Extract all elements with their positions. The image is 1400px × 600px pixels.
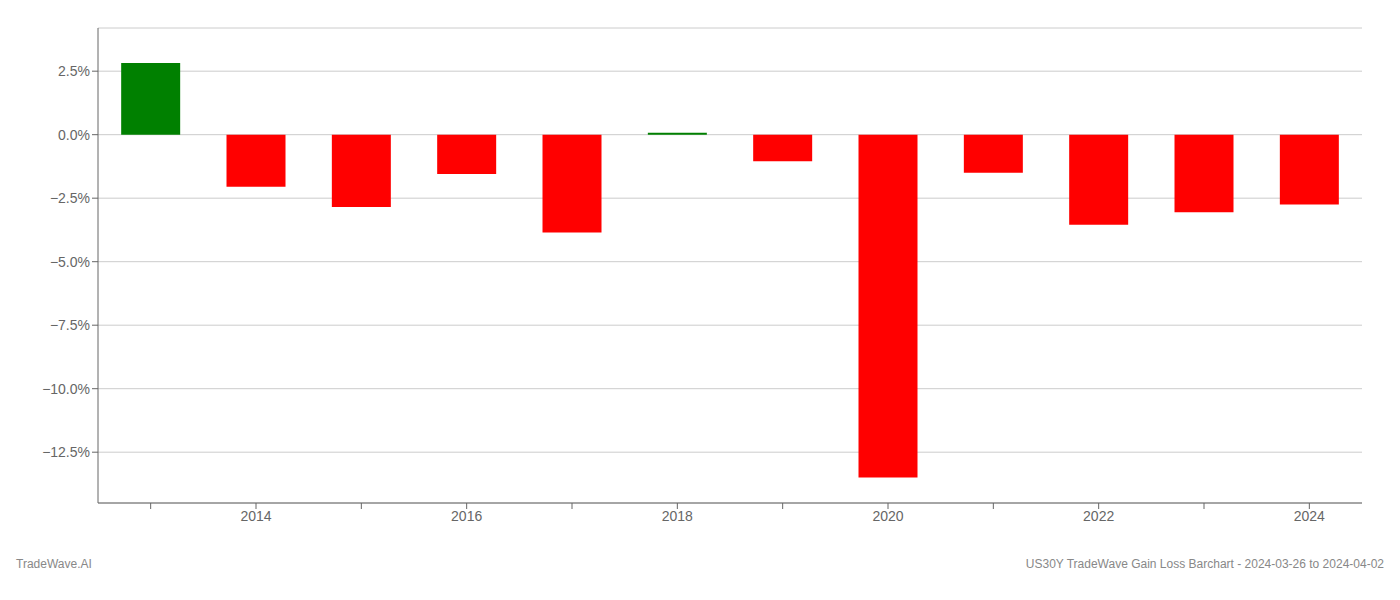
svg-text:2022: 2022: [1083, 508, 1114, 524]
svg-text:2014: 2014: [240, 508, 271, 524]
html-text:US30Y TradeWave Gain Loss Barc: US30Y TradeWave Gain Loss Barchart - 202…: [1025, 557, 1384, 571]
svg-text:2020: 2020: [872, 508, 903, 524]
html-text:TradeWave.AI: TradeWave.AI: [16, 557, 92, 571]
svg-text:0.0%: 0.0%: [58, 127, 90, 143]
svg-text:2.5%: 2.5%: [58, 63, 90, 79]
svg-text:2024: 2024: [1294, 508, 1325, 524]
svg-text:−5.0%: −5.0%: [50, 254, 90, 270]
svg-text:−12.5%: −12.5%: [42, 444, 90, 460]
svg-text:−7.5%: −7.5%: [50, 317, 90, 333]
svg-text:−10.0%: −10.0%: [42, 381, 90, 397]
svg-text:2016: 2016: [451, 508, 482, 524]
svg-text:2018: 2018: [662, 508, 693, 524]
svg-text:−2.5%: −2.5%: [50, 190, 90, 206]
